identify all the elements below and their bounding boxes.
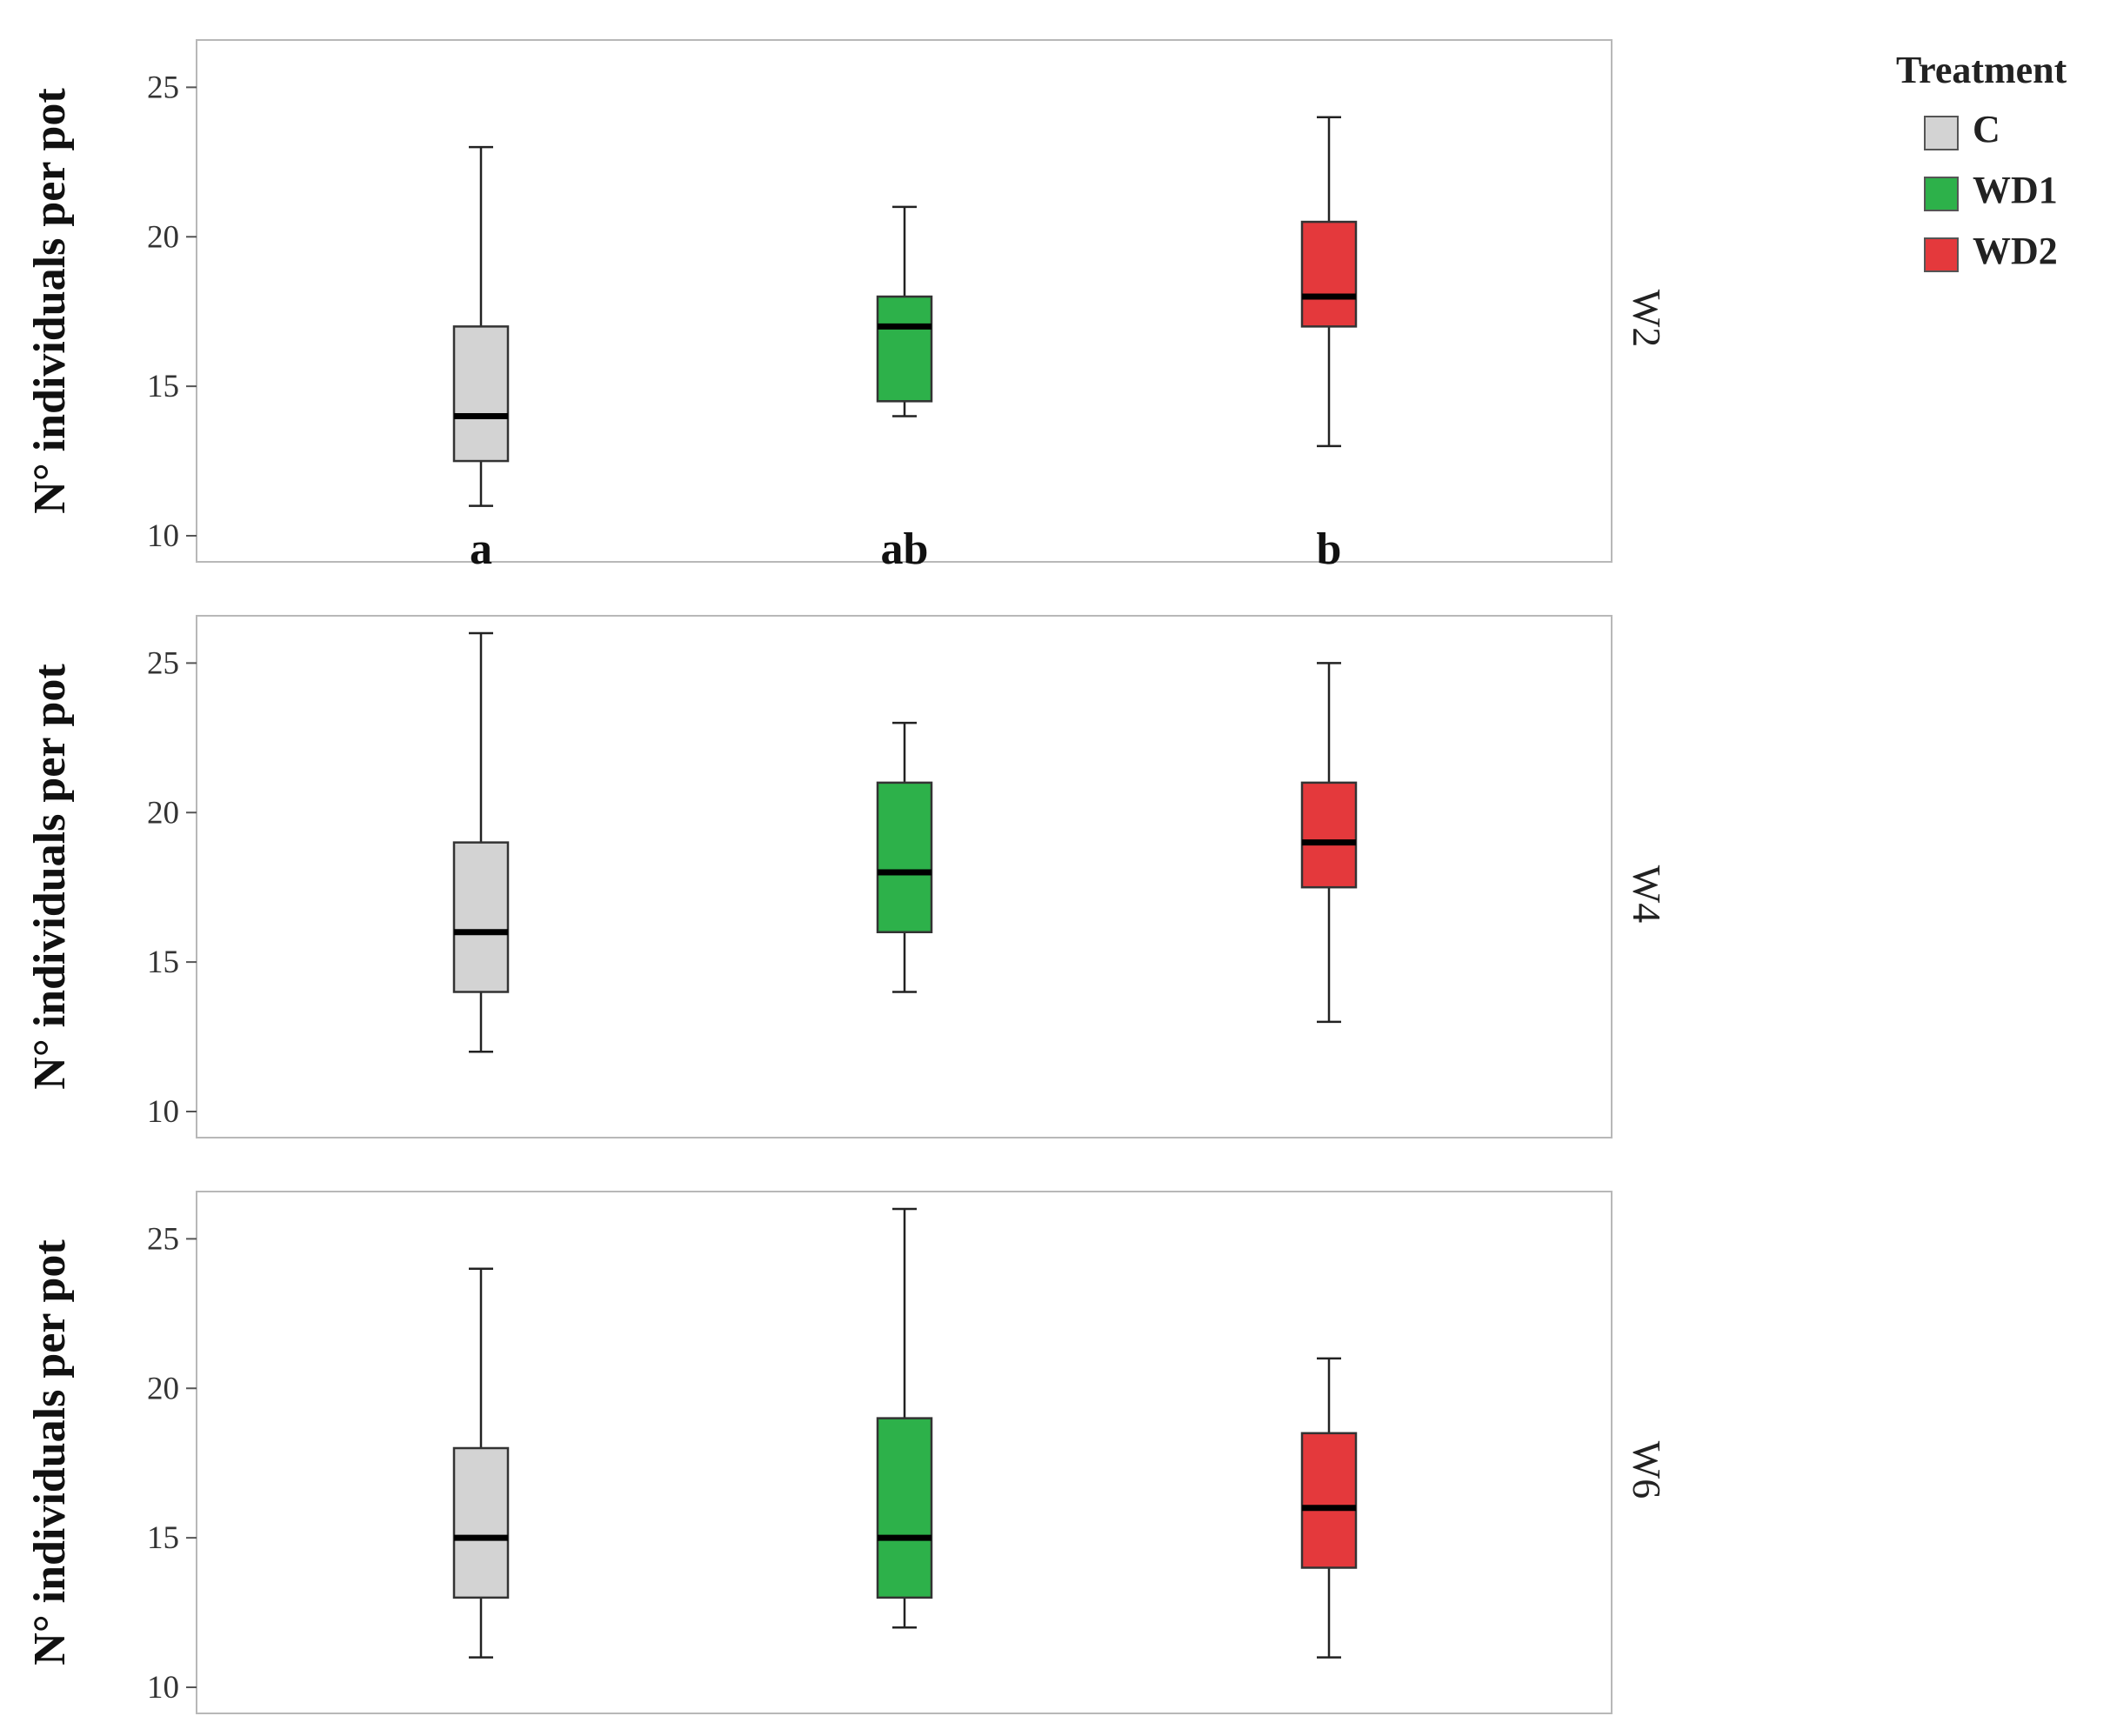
- panels: 10 15 20 25 N° individuals per pot W2 a ab b 10 15…: [25, 39, 1669, 1714]
- panel-w2: 10 15 20 25 N° individuals per pot W2 a ab b: [25, 39, 1669, 574]
- legend-item-wd2: WD2: [1924, 230, 2058, 272]
- strip-label-w6: W6: [1625, 1441, 1669, 1499]
- box-body-w2-wd1: [876, 295, 933, 403]
- box-body-w6-c: [452, 1446, 510, 1599]
- panel-w6: 10 15 20 25 N° individuals per pot W6: [25, 1191, 1669, 1714]
- y-axis-label-w4: N° individuals per pot: [25, 664, 75, 1090]
- box-w2-c: [452, 145, 510, 507]
- y-tick-label-w6-15: 15: [147, 1520, 179, 1556]
- legend-label-wd1: WD1: [1973, 169, 2058, 211]
- legend-swatch-wd2: [1924, 237, 1959, 272]
- y-axis-label-w2: N° individuals per pot: [25, 88, 75, 514]
- legend-label-c: C: [1973, 108, 2000, 150]
- strip-label-w4: W4: [1625, 865, 1669, 923]
- box-w6-wd2: [1300, 1357, 1358, 1659]
- y-tick-label-w2-25: 25: [147, 70, 179, 105]
- box-body-w2-wd2: [1300, 220, 1358, 328]
- box-body-w4-wd2: [1300, 781, 1358, 889]
- y-tick-label-w4-15: 15: [147, 945, 179, 980]
- box-w2-wd2: [1300, 116, 1358, 448]
- box-w4-wd1: [876, 721, 933, 993]
- box-w2-wd1: [876, 205, 933, 417]
- y-tick-label-w6-25: 25: [147, 1221, 179, 1257]
- box-body-w6-wd1: [876, 1417, 933, 1599]
- legend-item-wd1: WD1: [1924, 169, 2058, 211]
- y-tick-label-w4-10: 10: [147, 1094, 179, 1130]
- y-tick-label-w6-10: 10: [147, 1670, 179, 1706]
- box-w6-c: [452, 1267, 510, 1659]
- significance-letter-w2-0: a: [470, 524, 492, 574]
- box-w4-c: [452, 631, 510, 1053]
- significance-letter-w2-1: ab: [881, 524, 929, 574]
- box-body-w6-wd2: [1300, 1432, 1358, 1569]
- box-w6-wd1: [876, 1207, 933, 1629]
- legend-swatch-c: [1924, 116, 1959, 150]
- y-axis-label-w6: N° individuals per pot: [25, 1239, 75, 1666]
- y-tick-label-w4-25: 25: [147, 645, 179, 681]
- y-tick-label-w2-20: 20: [147, 219, 179, 255]
- box-body-w4-wd1: [876, 781, 933, 933]
- significance-letter-w2-2: b: [1317, 524, 1342, 574]
- panel-w4: 10 15 20 25 N° individuals per pot W4: [25, 615, 1669, 1138]
- box-body-w2-c: [452, 325, 510, 463]
- y-tick-label-w6-20: 20: [147, 1371, 179, 1406]
- box-w4-wd2: [1300, 662, 1358, 1024]
- legend-title: Treatment: [1896, 49, 2067, 91]
- legend: Treatment C WD1 WD2: [1896, 49, 2067, 272]
- strip-label-w2: W2: [1625, 290, 1669, 347]
- box-body-w4-c: [452, 841, 510, 993]
- legend-item-c: C: [1924, 108, 2000, 150]
- legend-swatch-wd1: [1924, 177, 1959, 211]
- y-tick-label-w2-15: 15: [147, 369, 179, 404]
- legend-label-wd2: WD2: [1973, 230, 2058, 272]
- y-tick-label-w4-20: 20: [147, 795, 179, 831]
- y-tick-label-w2-10: 10: [147, 518, 179, 554]
